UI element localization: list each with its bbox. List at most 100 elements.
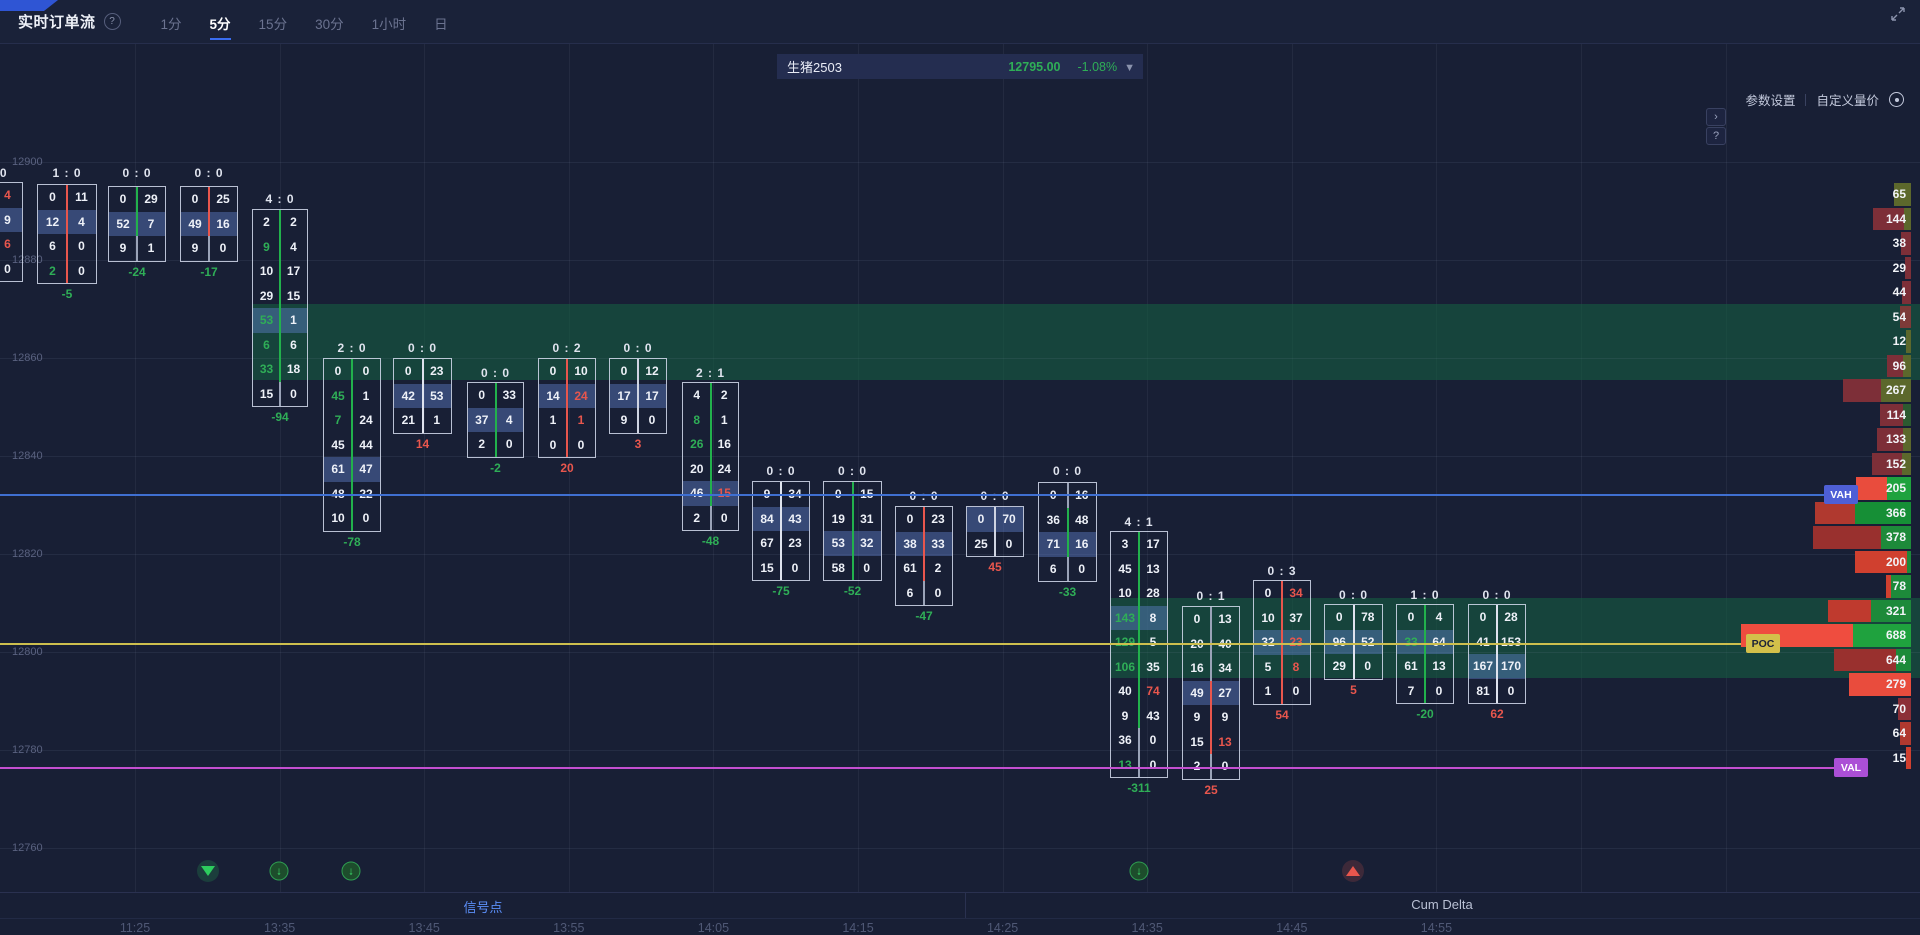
time-gridline bbox=[1581, 44, 1582, 892]
ask-cell: 17 bbox=[645, 388, 659, 403]
footprint-bar: 0 : 303410373223581054 bbox=[1253, 44, 1311, 892]
ask-cell: 23 bbox=[788, 536, 802, 551]
price-axis-label: 12860 bbox=[12, 352, 43, 364]
expand-icon[interactable] bbox=[1890, 6, 1906, 22]
volume-profile-value: 29 bbox=[1892, 260, 1906, 275]
chevron-down-icon[interactable]: ▼ bbox=[1124, 61, 1135, 74]
period-tab-日[interactable]: 日 bbox=[434, 16, 448, 32]
signal-halo bbox=[197, 860, 219, 882]
ask-cell: 18 bbox=[286, 362, 301, 377]
ask-cell: 1 bbox=[433, 413, 441, 428]
footprint-row: 4 bbox=[0, 183, 22, 208]
footprint-bar: 0 : 2 0 10 14 24 1 1 0 0 20 bbox=[538, 44, 596, 892]
visibility-icon[interactable] bbox=[1889, 92, 1904, 107]
ask-cell: 4 bbox=[78, 214, 85, 229]
ask-cell: 0 bbox=[648, 413, 656, 428]
volume-profile-seg bbox=[1900, 305, 1911, 328]
ask-cell: 2 bbox=[290, 215, 297, 230]
panel-collapse-button[interactable]: › bbox=[1706, 108, 1726, 126]
period-tab-1小时[interactable]: 1小时 bbox=[371, 16, 407, 32]
time-gridline bbox=[279, 44, 281, 892]
top-bar: 实时订单流 ? 1分 5分 15分 30分 1小时 日 bbox=[0, 0, 1920, 44]
footprint-row: 10 28 bbox=[1111, 581, 1167, 606]
period-tab-1分[interactable]: 1分 bbox=[160, 16, 182, 32]
delta-divider bbox=[279, 210, 281, 382]
bid-cell: 6 bbox=[263, 337, 270, 352]
footprint-box: 0 23 38 33 61 2 6 0 bbox=[895, 506, 953, 606]
footprint-box: 0 28 41 153 167 170 81 0 bbox=[1468, 604, 1526, 704]
period-tab-30分[interactable]: 30分 bbox=[315, 16, 344, 32]
volume-profile-seg bbox=[1894, 183, 1911, 206]
bid-cell: 36 bbox=[1118, 733, 1132, 748]
title-help-icon[interactable]: ? bbox=[103, 13, 121, 30]
bid-cell: 9 bbox=[620, 413, 628, 428]
volume-profile-seg bbox=[1901, 232, 1911, 255]
footprint-row: 6 bbox=[0, 232, 22, 257]
period-tab-15分[interactable]: 15分 bbox=[258, 16, 288, 32]
time-gridline bbox=[713, 44, 715, 892]
footprint-row: 0 28 bbox=[1469, 605, 1525, 630]
price-gridline bbox=[0, 358, 1920, 359]
bid-cell: 0 bbox=[1335, 610, 1343, 625]
ask-cell: 35 bbox=[1146, 659, 1160, 674]
bid-cell: 48 bbox=[324, 487, 352, 501]
price-gridline bbox=[0, 848, 1920, 849]
ask-cell: 43 bbox=[1146, 708, 1160, 723]
bid-cell: 15 bbox=[760, 560, 774, 575]
bid-cell: 0 bbox=[404, 364, 412, 379]
ask-cell: 28 bbox=[1146, 586, 1160, 601]
signal-pane-label: 信号点 bbox=[463, 900, 503, 915]
bid-cell: 61 bbox=[331, 462, 345, 477]
footprint-row: 10 0 bbox=[324, 506, 380, 531]
symbol-price: 12795.00 bbox=[1008, 59, 1061, 74]
bid-cell: 15 bbox=[259, 386, 274, 401]
volume-profile-value: 378 bbox=[1885, 530, 1906, 544]
bid-cell: 15 bbox=[1190, 734, 1204, 749]
footprint-bar-header: 0 : 0 bbox=[122, 166, 152, 180]
volume-profile-seg bbox=[1896, 648, 1911, 671]
period-tab-5分[interactable]: 5分 bbox=[209, 2, 231, 42]
bid-cell: 2 bbox=[478, 437, 486, 452]
volume-profile-row: 366 bbox=[1735, 501, 1920, 526]
ask-cell: 53 bbox=[430, 388, 444, 403]
ask-cell: 11 bbox=[75, 190, 88, 205]
volume-profile-row: 133 bbox=[1797, 427, 1920, 452]
signal-tri-down-icon bbox=[201, 866, 215, 876]
volume-profile-value: 644 bbox=[1885, 652, 1906, 667]
bid-cell: 49 bbox=[1190, 685, 1204, 700]
ask-cell: 1 bbox=[362, 388, 370, 403]
volume-profile-seg bbox=[1872, 452, 1902, 475]
footprint-row: 0 25 bbox=[181, 187, 237, 212]
volume-profile-value: 200 bbox=[1885, 554, 1906, 569]
ask-cell: 64 bbox=[1432, 634, 1446, 649]
bid-cell: 37 bbox=[475, 412, 489, 427]
bar-delta: -52 bbox=[843, 584, 862, 598]
panel-help-button[interactable]: ? bbox=[1706, 127, 1726, 145]
volume-profile-seg bbox=[1905, 256, 1911, 279]
ask-cell: 28 bbox=[1504, 610, 1518, 625]
bar-delta: 62 bbox=[1490, 707, 1504, 721]
bar-delta: -17 bbox=[200, 264, 218, 279]
volume-profile-row: 54 bbox=[1820, 305, 1920, 330]
footprint-box: 0163648711660 bbox=[1038, 482, 1097, 582]
custom-volume-button[interactable]: 自定义量价 bbox=[1816, 94, 1879, 108]
volume-profile-seg bbox=[1843, 379, 1881, 402]
volume-profile-row: 688 bbox=[1661, 623, 1920, 648]
time-axis-label: 14:35 bbox=[1131, 921, 1163, 935]
footprint-row: 36 48 bbox=[1039, 508, 1096, 533]
volume-profile-seg bbox=[1828, 599, 1871, 622]
ask-cell: 1 bbox=[577, 413, 585, 428]
settings-button[interactable]: 参数设置 bbox=[1745, 94, 1796, 108]
footprint-bar: 0 : 0 0 28 41 153 167 170 81 0 62 bbox=[1468, 44, 1526, 892]
volume-profile-value: 321 bbox=[1885, 603, 1906, 618]
volume-profile-value: 70 bbox=[1892, 701, 1906, 716]
time-gridline bbox=[1291, 44, 1293, 892]
ask-cell: 13 bbox=[1218, 734, 1232, 749]
volume-profile-seg bbox=[1902, 281, 1911, 304]
volume-profile-value: 205 bbox=[1885, 481, 1906, 495]
symbol-selector[interactable]: 生猪2503 12795.00 -1.08% ▼ bbox=[777, 54, 1143, 79]
